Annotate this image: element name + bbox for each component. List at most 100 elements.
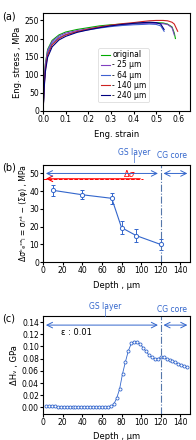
- 140 μm <box>44 66 47 72</box>
- 240 μm <box>87 27 90 33</box>
- 64 μm <box>121 23 123 28</box>
Text: $\Delta\sigma$: $\Delta\sigma$ <box>123 168 136 179</box>
Line: - 64 μm: - 64 μm <box>43 24 164 111</box>
- 25 μm <box>98 24 101 29</box>
X-axis label: Eng. strain: Eng. strain <box>94 130 139 139</box>
- 25 μm <box>42 108 44 114</box>
- 25 μm <box>51 39 53 44</box>
original <box>64 29 67 35</box>
X-axis label: Depth , μm: Depth , μm <box>93 433 140 440</box>
- 140 μm <box>110 22 112 28</box>
- 240 μm <box>160 22 162 27</box>
- 64 μm <box>44 64 47 70</box>
- 140 μm <box>42 108 44 114</box>
original <box>174 36 177 41</box>
- 25 μm <box>162 21 164 26</box>
- 25 μm <box>46 48 49 53</box>
- 25 μm <box>155 21 157 26</box>
original <box>42 108 44 114</box>
- 25 μm <box>173 32 175 37</box>
- 64 μm <box>160 23 162 29</box>
- 140 μm <box>64 32 67 37</box>
original <box>162 20 164 26</box>
original <box>51 38 53 43</box>
original <box>98 23 101 29</box>
- 240 μm <box>163 27 165 32</box>
original <box>46 47 49 52</box>
original <box>171 24 173 29</box>
Text: |: | <box>133 154 136 163</box>
Text: CG core: CG core <box>157 305 188 314</box>
Text: GS layer: GS layer <box>89 302 121 311</box>
Text: (b): (b) <box>2 163 16 172</box>
- 140 μm <box>58 36 60 41</box>
original <box>166 22 169 27</box>
original <box>87 25 90 30</box>
Text: CG core: CG core <box>157 150 188 160</box>
- 64 μm <box>98 26 101 31</box>
- 140 μm <box>148 18 151 23</box>
original <box>76 27 78 32</box>
- 25 μm <box>64 30 67 36</box>
- 240 μm <box>132 21 135 26</box>
- 140 μm <box>98 24 101 29</box>
- 25 μm <box>44 62 47 67</box>
- 140 μm <box>173 22 175 27</box>
- 140 μm <box>46 52 49 58</box>
- 25 μm <box>110 23 112 28</box>
- 140 μm <box>155 18 157 23</box>
- 64 μm <box>163 29 165 34</box>
- 240 μm <box>64 34 67 39</box>
original <box>121 22 123 27</box>
- 25 μm <box>43 80 45 85</box>
- 64 μm <box>43 81 45 86</box>
- 64 μm <box>64 32 67 37</box>
- 140 μm <box>142 19 144 24</box>
- 240 μm <box>155 20 157 25</box>
Y-axis label: Δσᵏₑᶜᵃₗ = σᵢⁿᵗ − (Σφ) , MPa: Δσᵏₑᶜᵃₗ = σᵢⁿᵗ − (Σφ) , MPa <box>19 165 28 261</box>
- 25 μm <box>142 21 144 26</box>
- 240 μm <box>98 25 101 30</box>
- 64 μm <box>110 24 112 29</box>
Line: - 240 μm: - 240 μm <box>43 22 164 111</box>
original <box>43 79 45 84</box>
Text: (c): (c) <box>2 314 15 324</box>
original <box>173 30 175 36</box>
- 25 μm <box>171 25 173 30</box>
- 25 μm <box>121 22 123 27</box>
- 64 μm <box>87 27 90 33</box>
- 240 μm <box>43 85 45 90</box>
original <box>148 20 151 25</box>
original <box>155 20 157 25</box>
- 64 μm <box>58 35 60 40</box>
- 140 μm <box>166 18 169 23</box>
Line: - 25 μm: - 25 μm <box>43 23 174 111</box>
- 25 μm <box>76 28 78 33</box>
- 240 μm <box>121 22 123 27</box>
original <box>142 20 144 26</box>
- 140 μm <box>51 42 53 48</box>
X-axis label: Depth , μm: Depth , μm <box>93 281 140 290</box>
- 140 μm <box>171 20 173 25</box>
Text: |: | <box>103 308 106 317</box>
- 140 μm <box>132 20 135 25</box>
- 64 μm <box>42 108 44 114</box>
- 64 μm <box>76 29 78 34</box>
Line: - 140 μm: - 140 μm <box>43 20 178 111</box>
Y-axis label: ΔHᵥ , GPa: ΔHᵥ , GPa <box>10 345 19 385</box>
- 140 μm <box>121 21 123 26</box>
original <box>58 32 60 37</box>
original <box>44 61 47 66</box>
- 140 μm <box>43 83 45 88</box>
- 64 μm <box>51 40 53 46</box>
- 64 μm <box>148 22 151 27</box>
- 240 μm <box>46 55 49 60</box>
- 240 μm <box>110 23 112 29</box>
- 25 μm <box>148 21 151 26</box>
- 140 μm <box>177 29 179 34</box>
- 240 μm <box>51 44 53 49</box>
- 140 μm <box>162 18 164 23</box>
- 240 μm <box>44 69 47 74</box>
- 240 μm <box>42 108 44 114</box>
Line: original: original <box>43 22 175 111</box>
